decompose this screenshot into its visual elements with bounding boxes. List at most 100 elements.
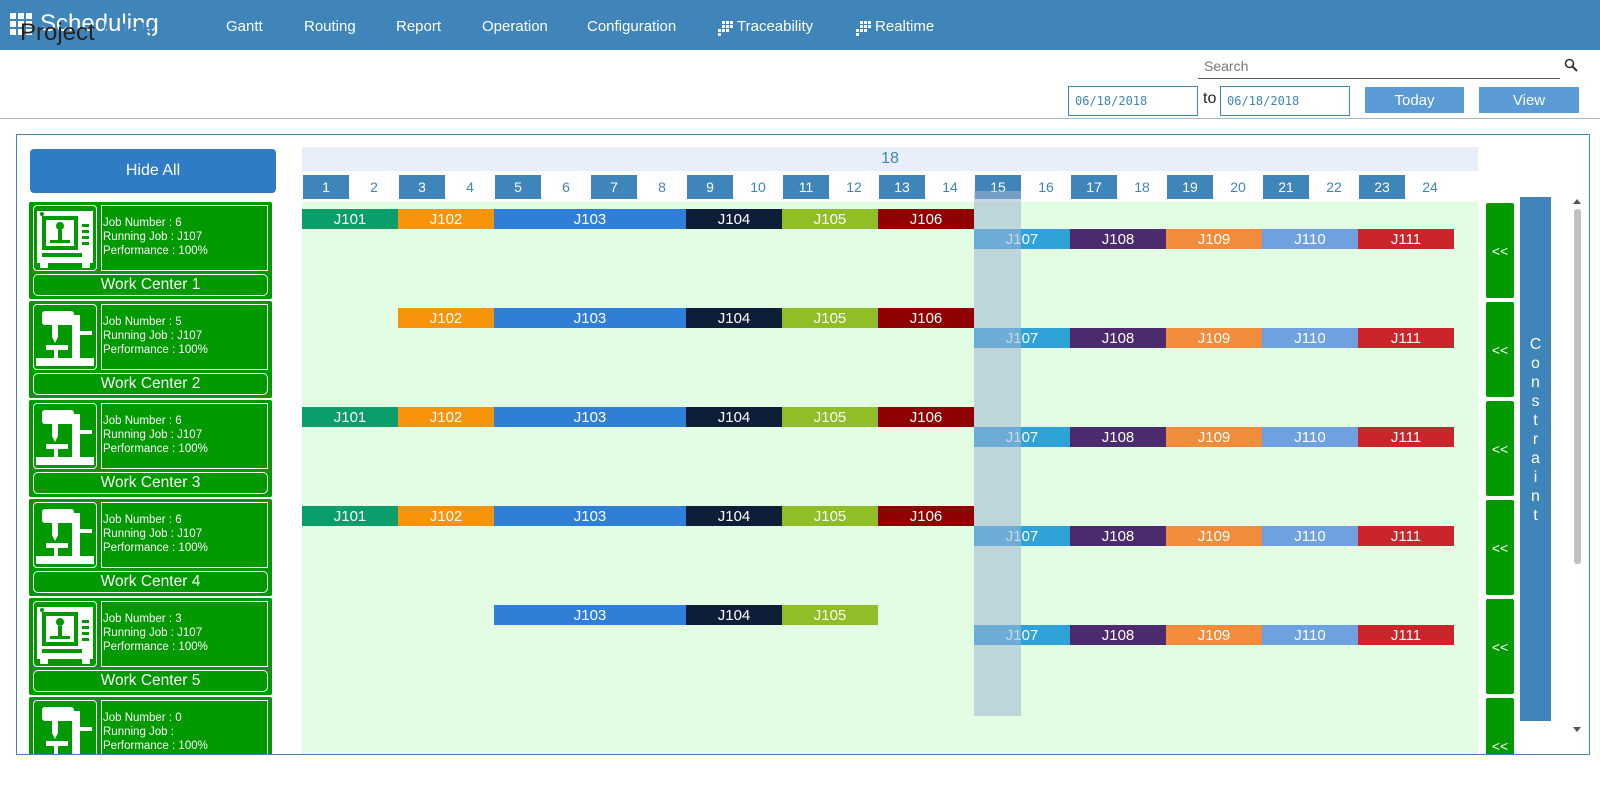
collapse-row-button[interactable]: << [1486, 302, 1514, 397]
job-bar-j105[interactable]: J105 [782, 407, 878, 427]
job-bar-j106[interactable]: J106 [878, 209, 974, 229]
work-center-row: Job Number : 6 Running Job : J107 Performa… [17, 202, 1517, 303]
job-bar-j102[interactable]: J102 [398, 506, 494, 526]
job-bar-j104[interactable]: J104 [686, 308, 782, 328]
job-bar-j106[interactable]: J106 [878, 407, 974, 427]
job-bar-j104[interactable]: J104 [686, 209, 782, 229]
job-bar-j108[interactable]: J108 [1070, 328, 1166, 348]
job-bar-j111[interactable]: J111 [1358, 526, 1454, 546]
job-bar-j105[interactable]: J105 [782, 308, 878, 328]
job-bar-j101[interactable]: J101 [302, 407, 398, 427]
hide-all-button[interactable]: Hide All [30, 149, 276, 193]
job-bar-j109[interactable]: J109 [1166, 526, 1262, 546]
job-bar-j110[interactable]: J110 [1262, 526, 1358, 546]
job-bar-j110[interactable]: J110 [1262, 625, 1358, 645]
job-bar-j108[interactable]: J108 [1070, 625, 1166, 645]
grid-icon [854, 19, 872, 36]
job-bar-j108[interactable]: J108 [1070, 229, 1166, 249]
collapse-row-button[interactable]: << [1486, 203, 1514, 298]
nav-operation[interactable]: Operation [482, 18, 548, 35]
job-bar-j109[interactable]: J109 [1166, 427, 1262, 447]
job-bar-j105[interactable]: J105 [782, 605, 878, 625]
job-number-text: Job Number : 0 [103, 712, 182, 724]
job-bar-j103[interactable]: J103 [494, 506, 686, 526]
job-bar-j101[interactable]: J101 [302, 209, 398, 229]
job-bar-j104[interactable]: J104 [686, 407, 782, 427]
job-bar-j111[interactable]: J111 [1358, 625, 1454, 645]
brand[interactable]: Scheduling [10, 9, 159, 39]
search-icon[interactable] [1564, 58, 1578, 72]
job-bar-j102[interactable]: J102 [398, 209, 494, 229]
nav-report[interactable]: Report [396, 18, 441, 35]
collapse-row-button[interactable]: << [1486, 698, 1514, 754]
vertical-scrollbar[interactable] [1571, 197, 1583, 737]
job-bar-j103[interactable]: J103 [494, 605, 686, 625]
job-bar-j104[interactable]: J104 [686, 605, 782, 625]
apps-grid-icon[interactable] [10, 13, 32, 35]
running-job-text: Running Job : J107 [103, 627, 203, 639]
job-bar-j110[interactable]: J110 [1262, 427, 1358, 447]
job-bar-j105[interactable]: J105 [782, 209, 878, 229]
nav-configuration[interactable]: Configuration [587, 18, 676, 35]
job-bar-j111[interactable]: J111 [1358, 427, 1454, 447]
collapse-row-button[interactable]: << [1486, 401, 1514, 496]
job-bar-j103[interactable]: J103 [494, 308, 686, 328]
breadcrumb-root[interactable]: Project [20, 19, 95, 46]
job-bar-j109[interactable]: J109 [1166, 328, 1262, 348]
scroll-up-arrow-icon[interactable] [1573, 199, 1581, 204]
work-center-card[interactable]: Job Number : 6 Running Job : J107 Performa… [29, 202, 272, 299]
job-bar-j101[interactable]: J101 [302, 506, 398, 526]
nav-label: Operation [482, 18, 548, 35]
job-bar-j108[interactable]: J108 [1070, 526, 1166, 546]
job-bar-j109[interactable]: J109 [1166, 625, 1262, 645]
collapse-row-button[interactable]: << [1486, 500, 1514, 595]
running-job-text: Running Job : J107 [103, 429, 203, 441]
nav-traceability[interactable]: Traceability [716, 18, 813, 36]
date-from-input[interactable] [1068, 86, 1198, 116]
job-bar-j105[interactable]: J105 [782, 506, 878, 526]
constraint-letter: i [1533, 469, 1538, 486]
performance-text: Performance : 100% [103, 641, 208, 653]
job-bar-j110[interactable]: J110 [1262, 229, 1358, 249]
running-job-text: Running Job : J107 [103, 528, 203, 540]
machine-image [33, 700, 97, 754]
nav-routing[interactable]: Routing [304, 18, 356, 35]
work-center-name: Work Center 5 [33, 670, 268, 692]
hour-label: 9 [687, 175, 733, 199]
job-bar-j104[interactable]: J104 [686, 506, 782, 526]
job-bar-j109[interactable]: J109 [1166, 229, 1262, 249]
job-bar-j102[interactable]: J102 [398, 308, 494, 328]
hour-label: 10 [735, 175, 781, 199]
cnc-machine-icon [37, 607, 93, 664]
job-bar-j110[interactable]: J110 [1262, 328, 1358, 348]
work-center-card[interactable]: Job Number : 6 Running Job : J107 Performa… [29, 499, 272, 596]
work-center-card[interactable]: Job Number : 3 Running Job : J107 Performa… [29, 598, 272, 695]
job-bar-j102[interactable]: J102 [398, 407, 494, 427]
collapse-row-button[interactable]: << [1486, 599, 1514, 694]
work-center-card[interactable]: Job Number : 6 Running Job : J107 Performa… [29, 400, 272, 497]
scroll-down-arrow-icon[interactable] [1573, 727, 1581, 732]
job-number-text: Job Number : 6 [103, 217, 182, 229]
nav-label: Realtime [875, 18, 935, 35]
work-center-info: Job Number : 6 Running Job : J107 Performa… [101, 502, 268, 568]
work-center-card[interactable]: Job Number : 0 Running Job : Performance :… [29, 697, 272, 754]
view-button[interactable]: View [1479, 87, 1579, 113]
scroll-thumb[interactable] [1574, 209, 1581, 564]
work-center-info: Job Number : 6 Running Job : J107 Performa… [101, 403, 268, 469]
job-bar-j111[interactable]: J111 [1358, 229, 1454, 249]
today-button[interactable]: Today [1365, 87, 1464, 113]
performance-text: Performance : 100% [103, 542, 208, 554]
nav-realtime[interactable]: Realtime [854, 18, 935, 36]
job-bar-j103[interactable]: J103 [494, 407, 686, 427]
job-bar-j106[interactable]: J106 [878, 308, 974, 328]
job-bar-j111[interactable]: J111 [1358, 328, 1454, 348]
nav-gantt[interactable]: Gantt [226, 18, 263, 35]
search-input[interactable] [1198, 53, 1560, 79]
job-bar-j103[interactable]: J103 [494, 209, 686, 229]
job-bar-j108[interactable]: J108 [1070, 427, 1166, 447]
date-to-input[interactable] [1220, 86, 1350, 116]
work-center-card[interactable]: Job Number : 5 Running Job : J107 Performa… [29, 301, 272, 398]
hour-label: 13 [879, 175, 925, 199]
job-bar-j106[interactable]: J106 [878, 506, 974, 526]
